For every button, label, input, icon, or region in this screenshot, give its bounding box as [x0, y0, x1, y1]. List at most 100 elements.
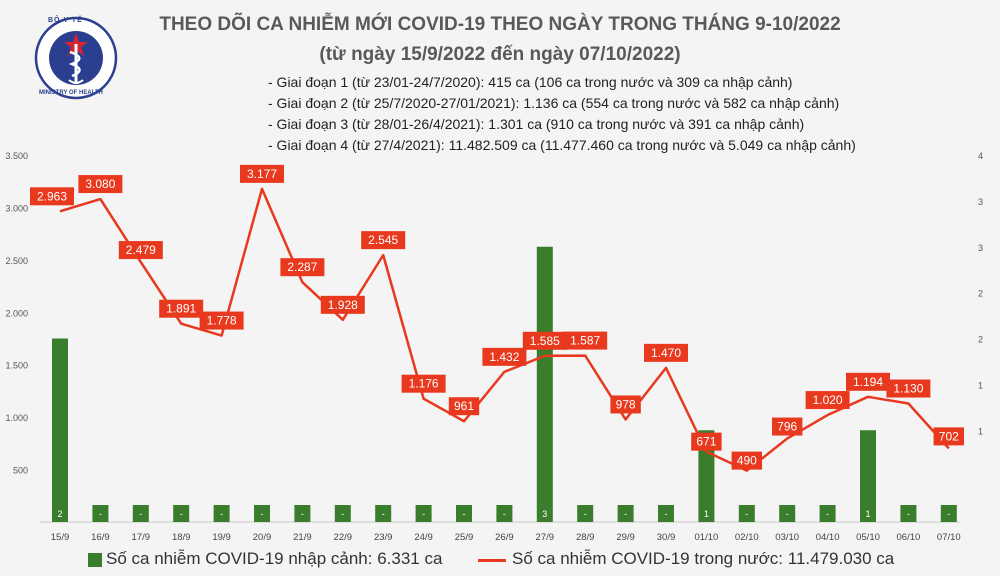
period-1-note: - Giai đoạn 1 (từ 23/01-24/7/2020): 415 … [268, 74, 793, 90]
line-value-label: 1.432 [489, 350, 519, 364]
line-value-label: 2.287 [287, 260, 317, 274]
bar-imported [294, 505, 311, 522]
left-axis-tick-label: 500 [13, 466, 28, 476]
right-axis-tick-label: 1 [978, 380, 983, 390]
bar-value-label: - [139, 509, 142, 519]
x-axis-category-label: 29/9 [616, 532, 635, 543]
x-axis-category-label: 27/9 [536, 532, 555, 543]
x-axis-category-label: 21/9 [293, 532, 312, 543]
line-value-box [482, 347, 527, 366]
bar-imported [496, 505, 513, 522]
line-value-label: 2.545 [368, 233, 398, 247]
left-axis-tick-label: 2.000 [5, 308, 28, 318]
x-axis-category-label: 18/9 [172, 532, 191, 543]
x-axis-category-label: 15/9 [51, 532, 70, 543]
bar-imported [254, 505, 270, 522]
bar-value-label: - [786, 509, 789, 519]
line-value-box [846, 372, 890, 391]
bar-imported [617, 505, 634, 522]
bar-value-label: - [463, 509, 466, 519]
bar-value-label: - [826, 509, 829, 519]
line-value-box [240, 164, 284, 183]
right-axis-tick-label: 2 [978, 289, 983, 299]
x-axis-category-label: 04/10 [816, 532, 840, 543]
bar-imported [375, 505, 392, 522]
legend-imported-swatch [88, 553, 102, 567]
chart-subtitle: (từ ngày 15/9/2022 đến ngày 07/10/2022) [319, 44, 681, 65]
right-axis-tick-label: 2 [978, 335, 983, 345]
domestic-cases-line [59, 187, 950, 472]
line-value-box [731, 451, 762, 470]
bar-imported [819, 505, 836, 522]
x-axis-category-label: 01/10 [695, 532, 719, 543]
x-axis-category-label: 25/9 [455, 532, 474, 543]
line-value-label: 961 [454, 399, 474, 413]
bar-imported [456, 505, 472, 522]
bar-imported [415, 505, 432, 522]
line-value-box [448, 397, 480, 416]
legend-domestic-label: Số ca nhiễm COVID-19 trong nước: 11.479.… [512, 549, 895, 568]
bar-imported [132, 505, 149, 522]
line-value-label: 702 [939, 429, 959, 443]
x-axis-category-label: 24/9 [414, 532, 433, 543]
bar-value-label: - [907, 509, 910, 519]
x-axis-category-label: 20/9 [253, 532, 272, 543]
left-axis-tick-label: 1.500 [5, 361, 28, 371]
bar-value-label: - [947, 509, 950, 519]
x-axis-category-label: 22/9 [334, 532, 353, 543]
chart-title: THEO DÕI CA NHIỄM MỚI COVID-19 THEO NGÀY… [159, 14, 841, 35]
left-axis-tick-label: 2.500 [5, 256, 28, 266]
x-axis-category-label: 19/9 [212, 532, 231, 543]
left-axis-tick-label: 3.500 [5, 151, 28, 161]
line-value-box [772, 417, 803, 436]
bar-imported [940, 505, 957, 522]
right-axis-tick-label: 3 [978, 243, 983, 253]
ministry-of-health-logo [34, 16, 118, 100]
line-value-box [563, 331, 608, 350]
line-value-label: 3.080 [85, 177, 115, 191]
bar-imported [334, 505, 351, 522]
x-axis-category-label: 02/10 [735, 532, 759, 543]
bar-value-label: - [382, 509, 385, 519]
line-value-label: 1.587 [570, 334, 600, 348]
right-axis-tick-label: 4 [978, 151, 983, 161]
line-value-box [199, 311, 244, 330]
bar-value-label: - [745, 509, 748, 519]
line-value-box [691, 432, 722, 451]
bar-value-label: - [341, 509, 344, 519]
line-value-label: 3.177 [247, 167, 277, 181]
line-value-box [805, 391, 850, 410]
line-value-label: 1.891 [166, 302, 196, 316]
line-value-label: 671 [696, 435, 716, 449]
bar-value-label: - [503, 509, 506, 519]
line-value-box [522, 331, 567, 350]
bar-imported [536, 246, 553, 522]
x-axis-category-label: 26/9 [495, 532, 514, 543]
line-value-label: 2.479 [126, 243, 156, 257]
line-value-box [401, 374, 446, 393]
period-2-note: - Giai đoạn 2 (từ 25/7/2020-27/01/2021):… [268, 95, 840, 111]
line-value-box [30, 187, 74, 206]
x-axis-category-label: 07/10 [937, 532, 961, 543]
line-value-label: 1.194 [853, 375, 883, 389]
line-value-box [159, 299, 204, 318]
x-axis-category-label: 06/10 [897, 532, 921, 543]
bar-value-label: - [665, 509, 668, 519]
x-axis-category-label: 17/9 [132, 532, 151, 543]
x-axis-category-label: 16/9 [91, 532, 110, 543]
line-value-label: 978 [616, 397, 636, 411]
line-value-box [644, 343, 688, 362]
bar-value-label: 2 [57, 509, 62, 519]
legend-imported-label: Số ca nhiễm COVID-19 nhập cảnh: 6.331 ca [106, 549, 443, 568]
line-value-label: 1.928 [328, 298, 358, 312]
line-value-label: 1.778 [207, 314, 237, 328]
x-axis-category-label: 28/9 [576, 532, 595, 543]
line-value-label: 1.470 [651, 346, 681, 360]
right-axis-tick-label: 3 [978, 197, 983, 207]
bar-value-label: - [624, 509, 627, 519]
line-value-label: 796 [777, 420, 797, 434]
line-value-box [610, 395, 641, 414]
line-value-label: 490 [737, 454, 757, 468]
line-value-box [118, 241, 163, 260]
